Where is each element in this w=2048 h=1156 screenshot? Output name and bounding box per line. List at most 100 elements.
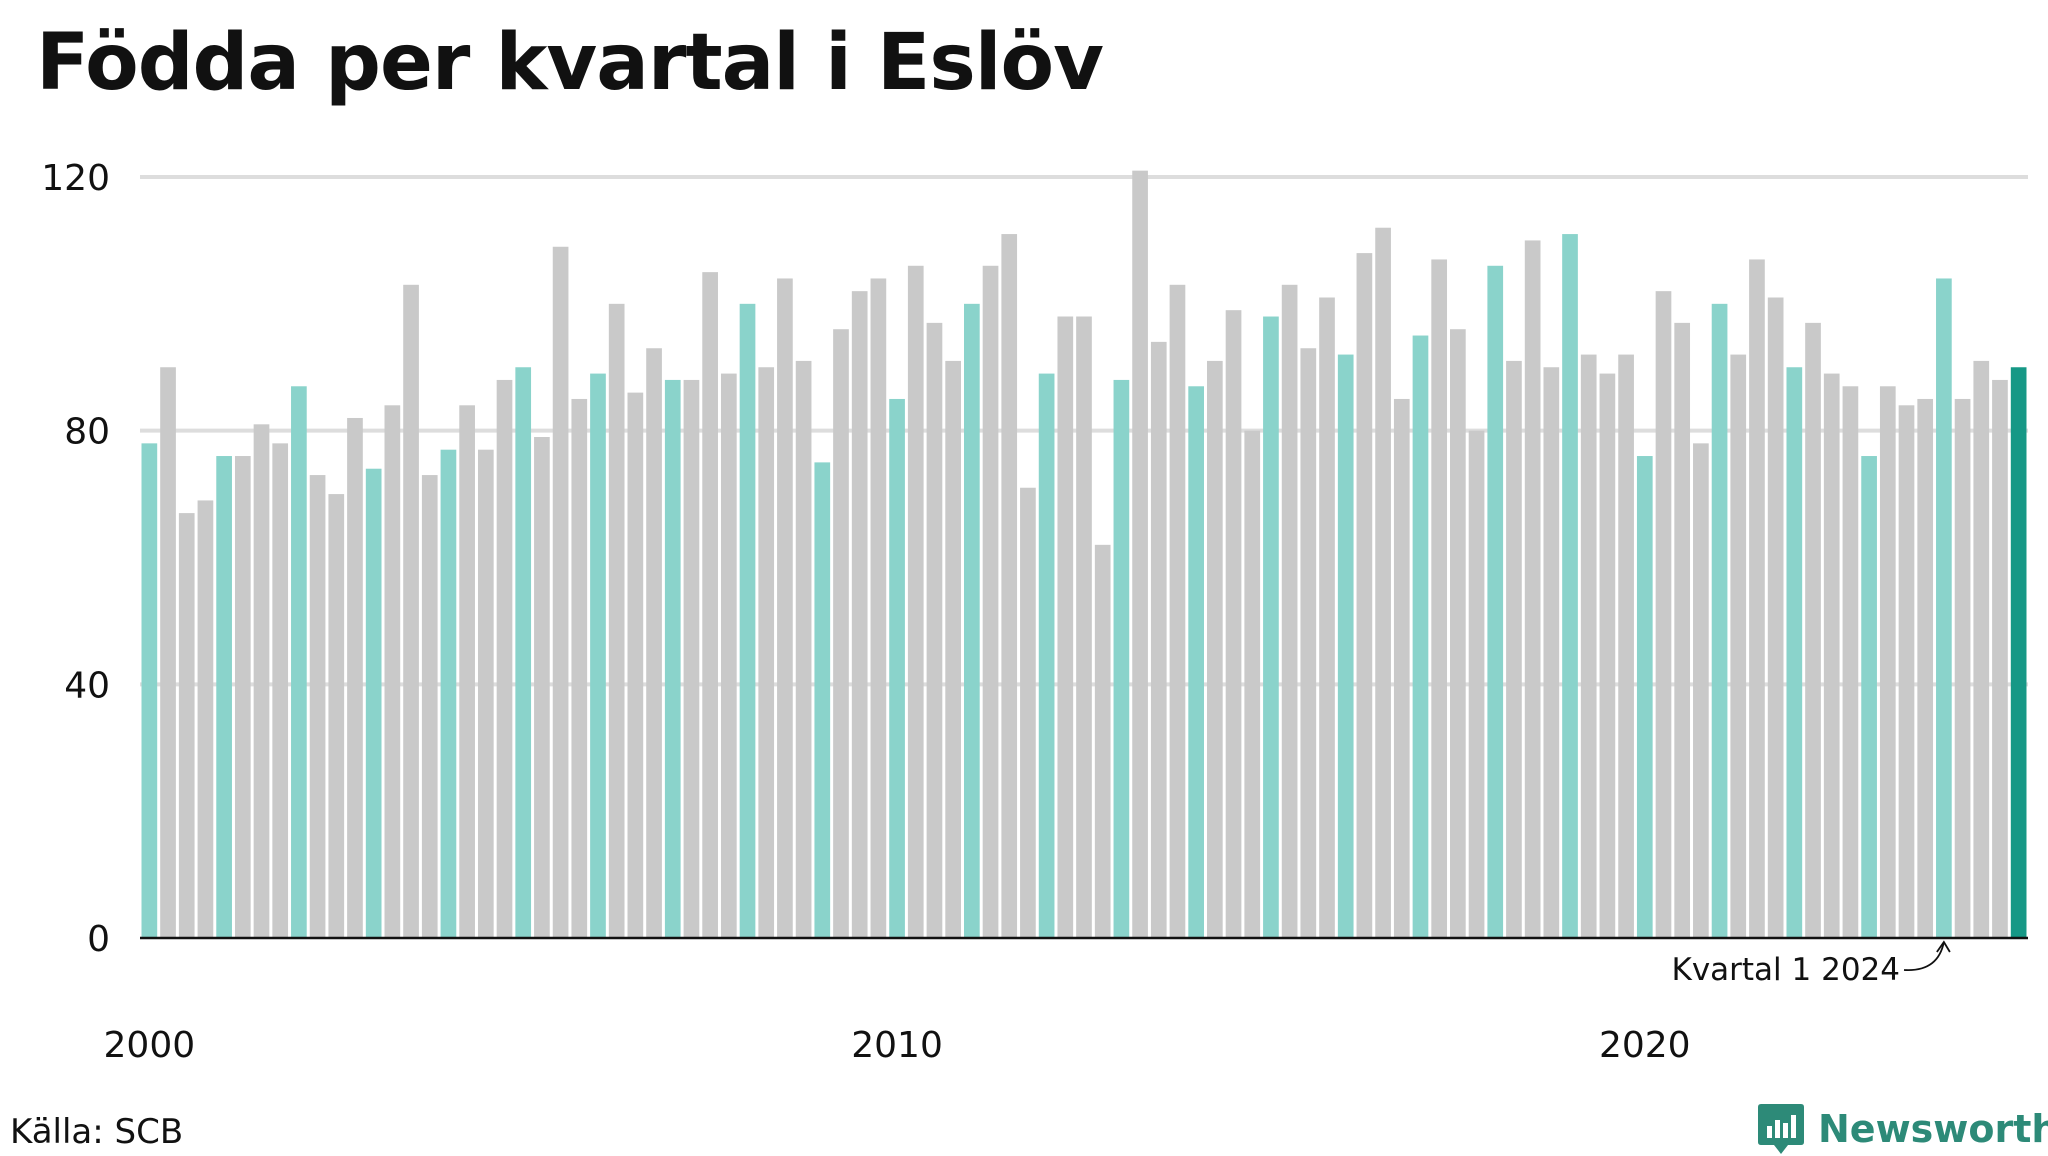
bar-72 <box>1487 265 1504 938</box>
bar-49 <box>1057 316 1074 938</box>
bar-80 <box>1636 456 1653 938</box>
bar-57 <box>1207 360 1223 938</box>
bar-39 <box>870 278 887 939</box>
bar-93 <box>1879 386 1896 938</box>
y-tick-label: 120 <box>41 158 110 199</box>
bar-1 <box>160 367 176 938</box>
bar-27 <box>646 348 662 939</box>
label-layer: 0 40 80 120 2000 2010 2020 Kvartal 1 2024 <box>41 158 1951 1066</box>
bar-4 <box>216 456 232 938</box>
bar-81 <box>1655 291 1672 938</box>
bar-30 <box>702 272 718 939</box>
bar-16 <box>440 449 457 938</box>
bar-53 <box>1132 170 1148 938</box>
bar-44 <box>964 303 980 939</box>
bar-98 <box>1973 360 1990 938</box>
bar-54 <box>1150 341 1167 938</box>
bar-89 <box>1805 322 1821 938</box>
bar-13 <box>384 405 401 938</box>
annotation-label: Kvartal 1 2024 <box>1671 952 1900 988</box>
bar-78 <box>1599 373 1616 939</box>
bar-59 <box>1244 430 1261 938</box>
annotation-arrow <box>1903 941 1945 971</box>
bar-21 <box>534 437 550 938</box>
bar-58 <box>1225 310 1242 938</box>
bar-68 <box>1412 335 1429 938</box>
newsworthy-icon <box>1758 1104 1804 1154</box>
bar-63 <box>1319 297 1335 938</box>
bar-99 <box>1992 379 2008 938</box>
bar-79 <box>1618 354 1634 938</box>
bar-38 <box>851 291 868 938</box>
bar-18 <box>477 449 494 938</box>
bar-15 <box>421 475 438 938</box>
bar-50 <box>1076 316 1092 938</box>
bar-92 <box>1861 456 1877 938</box>
bar-22 <box>552 246 569 938</box>
bar-77 <box>1580 354 1597 938</box>
bar-24 <box>590 373 606 939</box>
x-tick-label: 2000 <box>104 1025 196 1066</box>
bar-69 <box>1431 259 1448 938</box>
bar-47 <box>1020 487 1036 938</box>
bar-32 <box>739 303 756 939</box>
bar-64 <box>1337 354 1354 938</box>
bar-40 <box>889 398 905 939</box>
bar-76 <box>1562 234 1578 938</box>
annotation-arrowhead <box>1936 940 1951 953</box>
bar-12 <box>365 468 382 938</box>
bar-33 <box>758 367 775 938</box>
y-tick-label: 40 <box>64 665 110 706</box>
bar-61 <box>1281 284 1298 938</box>
bar-62 <box>1300 348 1317 939</box>
bar-42 <box>926 322 943 938</box>
bar-35 <box>795 360 812 938</box>
bar-11 <box>347 417 363 939</box>
bar-75 <box>1543 367 1560 938</box>
chart-title: Födda per kvartal i Eslöv <box>36 18 1104 108</box>
bar-7 <box>272 443 289 938</box>
bar-26 <box>627 392 644 938</box>
bar-20 <box>515 367 532 938</box>
bar-55 <box>1169 284 1186 938</box>
bar-97 <box>1954 398 1971 939</box>
bar-94 <box>1898 405 1915 938</box>
brand-name: Newsworthy <box>1818 1107 2048 1151</box>
bar-71 <box>1468 430 1485 938</box>
bar-37 <box>833 329 849 938</box>
bar-84 <box>1711 303 1728 939</box>
bar-9 <box>309 475 326 938</box>
bar-90 <box>1823 373 1840 939</box>
bar-86 <box>1749 259 1765 938</box>
bar-31 <box>720 373 737 939</box>
bar-41 <box>907 265 924 938</box>
bar-51 <box>1094 544 1111 938</box>
bar-95 <box>1917 398 1934 939</box>
bar-5 <box>234 456 251 938</box>
bar-67 <box>1393 398 1410 939</box>
bar-65 <box>1356 253 1373 939</box>
y-tick-label: 80 <box>64 412 110 453</box>
bar-45 <box>982 265 999 938</box>
bar-82 <box>1674 322 1691 938</box>
bar-73 <box>1506 360 1522 938</box>
bar-60 <box>1263 316 1279 938</box>
bar-8 <box>291 386 307 938</box>
bar-46 <box>1001 234 1018 938</box>
bar-83 <box>1693 443 1709 938</box>
bar-0 <box>141 443 158 938</box>
brand-logo: Newsworthy <box>1756 1102 2048 1156</box>
bar-2 <box>178 513 195 938</box>
bar-36 <box>814 462 831 939</box>
x-tick-label: 2020 <box>1599 1025 1691 1066</box>
bar-19 <box>496 379 513 938</box>
bar-43 <box>945 360 961 938</box>
bar-6 <box>253 424 270 938</box>
bar-70 <box>1450 329 1466 938</box>
bar-87 <box>1767 297 1784 938</box>
x-tick-label: 2010 <box>851 1025 943 1066</box>
bar-56 <box>1188 386 1204 938</box>
y-tick-label: 0 <box>87 919 110 960</box>
bar-96 <box>1936 278 1952 939</box>
